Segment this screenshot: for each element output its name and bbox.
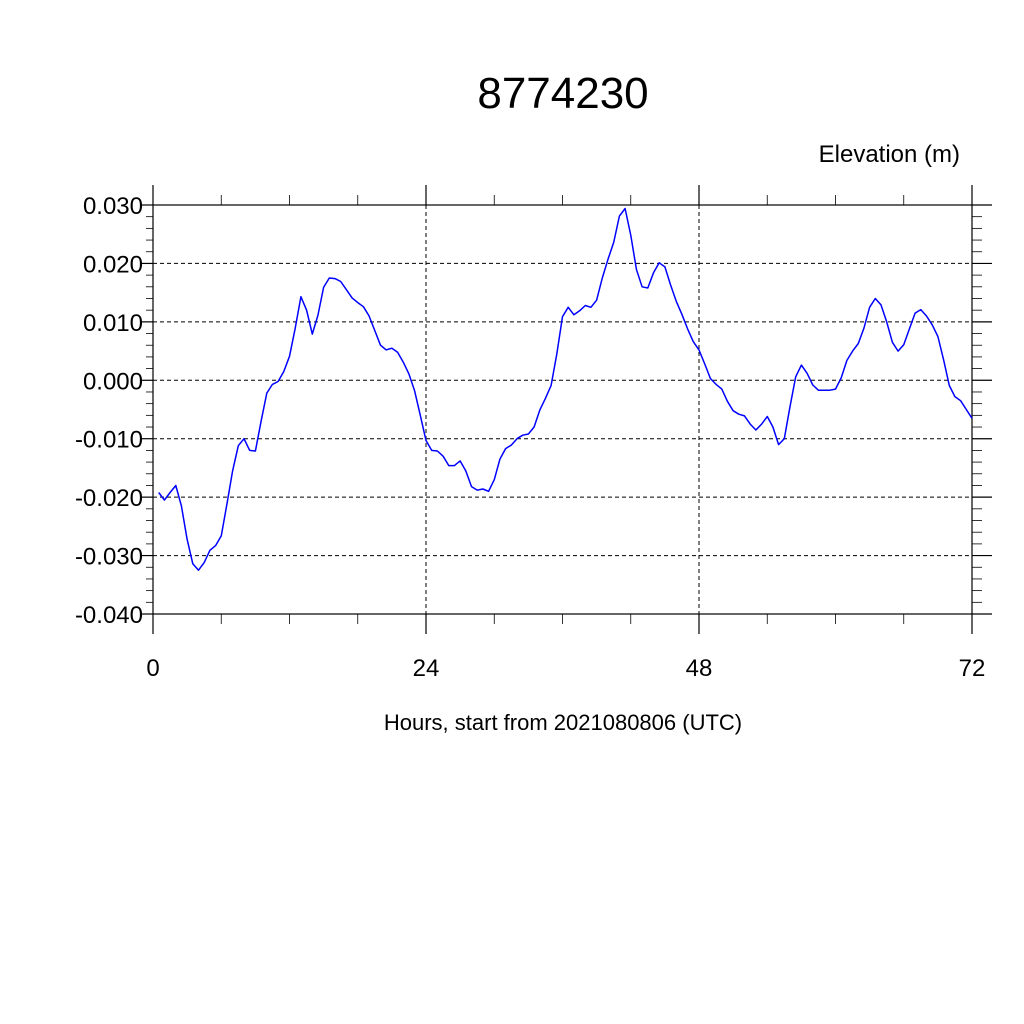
y-tick-label: 0.020: [83, 251, 143, 278]
y-tick-label: -0.040: [75, 602, 143, 629]
x-axis-label: Hours, start from 2021080806 (UTC): [384, 710, 742, 735]
axis-ticks: [141, 185, 992, 634]
tick-labels: 0.030 0.020 0.010 0.000 -0.010 -0.020 -0.030 -0…: [75, 193, 985, 682]
plot-frame: [152, 204, 973, 615]
y-tick-label: -0.020: [75, 485, 143, 512]
x-tick-label: 72: [959, 655, 986, 682]
y-tick-label: -0.030: [75, 544, 143, 571]
x-tick-label: 48: [686, 655, 713, 682]
y-tick-label: 0.000: [83, 368, 143, 395]
elevation-series-line: [158, 207, 973, 571]
y-tick-label: -0.010: [75, 427, 143, 454]
y-tick-label: 0.010: [83, 310, 143, 337]
x-tick-label: 0: [146, 655, 159, 682]
x-tick-label: 24: [413, 655, 440, 682]
chart-title: 8774230: [477, 69, 648, 118]
y-axis-label: Elevation (m): [819, 141, 960, 168]
grid-lines: [153, 204, 973, 614]
series-layer: [158, 207, 973, 571]
y-tick-label: 0.030: [83, 193, 143, 220]
